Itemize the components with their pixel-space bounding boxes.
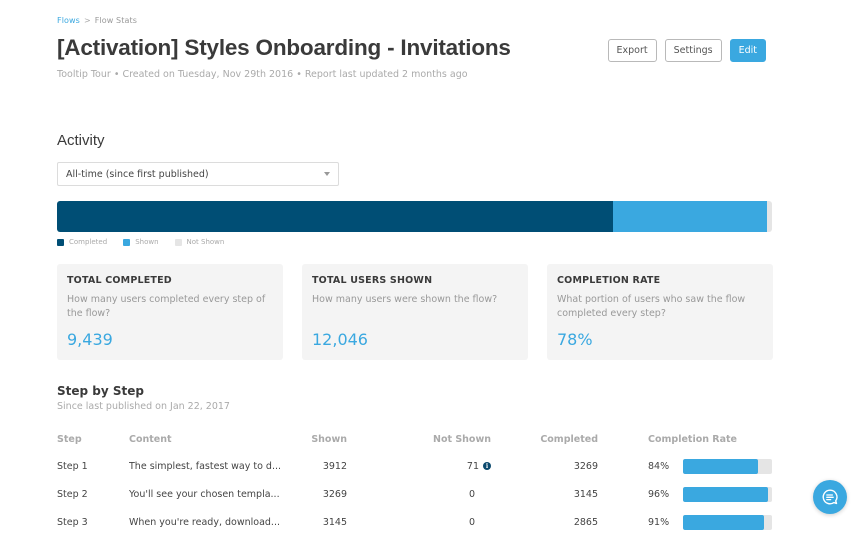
info-icon[interactable]: i xyxy=(483,462,491,470)
column-header-not-shown: Not Shown xyxy=(433,433,491,445)
step-rate-bar xyxy=(674,486,772,502)
breadcrumb-flows-link[interactable]: Flows xyxy=(57,16,80,25)
legend-item-completed: Completed xyxy=(57,238,107,246)
legend-label: Completed xyxy=(69,238,108,246)
stat-value: 12,046 xyxy=(312,330,368,349)
step-shown: 3145 xyxy=(322,516,347,528)
stat-cards: TOTAL COMPLETED How many users completed… xyxy=(57,264,773,360)
step-by-step-title: Step by Step xyxy=(57,384,144,398)
stat-value: 9,439 xyxy=(67,330,113,349)
step-content: The simplest, fastest way to d... xyxy=(129,460,282,472)
step-not-shown: 0 xyxy=(468,516,475,528)
step-rate-bar xyxy=(674,458,772,474)
step-not-shown: 71 xyxy=(466,460,479,472)
activity-legend: Completed Shown Not Shown xyxy=(57,238,224,246)
step-name: Step 3 xyxy=(57,516,88,528)
page-title: [Activation] Styles Onboarding - Invitat… xyxy=(57,35,511,60)
stat-title: COMPLETION RATE xyxy=(557,275,661,286)
rate-bar-fill xyxy=(683,458,758,474)
step-by-step-subtitle: Since last published on Jan 22, 2017 xyxy=(57,401,230,412)
step-not-shown-cell: 0 xyxy=(347,489,491,500)
stat-card-total-completed: TOTAL COMPLETED How many users completed… xyxy=(57,264,283,360)
legend-swatch-not-shown xyxy=(174,238,182,246)
breadcrumb-current: Flow Stats xyxy=(94,16,137,25)
table-row: Step 2 You'll see your chosen templa... … xyxy=(57,480,772,508)
date-range-value: All-time (since first published) xyxy=(66,168,209,180)
step-completed: 3269 xyxy=(573,460,598,472)
step-completed: 2865 xyxy=(573,516,598,528)
stat-card-total-users-shown: TOTAL USERS SHOWN How many users were sh… xyxy=(302,264,528,360)
table-row: Step 3 When you're ready, download... 31… xyxy=(57,508,772,536)
step-content: When you're ready, download... xyxy=(129,516,280,528)
step-completed: 3145 xyxy=(573,488,598,500)
column-header-step: Step xyxy=(57,433,82,445)
step-rate: 96% xyxy=(648,488,670,500)
legend-swatch-shown xyxy=(123,238,131,246)
step-not-shown-cell: 71 i xyxy=(347,461,491,472)
breadcrumb-separator: > xyxy=(83,16,91,25)
step-content: You'll see your chosen templa... xyxy=(129,488,280,500)
stat-description: How many users were shown the flow? xyxy=(312,294,498,305)
column-header-content: Content xyxy=(129,433,172,445)
stat-card-completion-rate: COMPLETION RATE What portion of users wh… xyxy=(547,264,773,360)
rate-bar-track xyxy=(683,458,772,474)
step-not-shown-cell: 0 xyxy=(347,517,491,528)
column-header-shown: Shown xyxy=(311,433,347,445)
chat-bubble-icon xyxy=(822,489,838,505)
edit-button[interactable]: Edit xyxy=(729,39,766,62)
rate-bar-fill xyxy=(683,514,764,530)
activity-bar-shown xyxy=(613,201,767,232)
legend-item-not-shown: Not Shown xyxy=(174,238,225,246)
table-row: Step 1 The simplest, fastest way to d...… xyxy=(57,452,772,480)
rate-bar-track xyxy=(683,514,772,530)
legend-item-shown: Shown xyxy=(123,238,159,246)
step-name: Step 2 xyxy=(57,488,88,500)
step-name: Step 1 xyxy=(57,460,88,472)
stat-description: What portion of users who saw the flow c… xyxy=(557,294,746,319)
legend-swatch-completed xyxy=(57,238,64,246)
step-rate: 91% xyxy=(648,516,670,528)
column-header-completed: Completed xyxy=(540,433,598,445)
breadcrumb: Flows > Flow Stats xyxy=(57,16,137,25)
table-header: Step Content Shown Not Shown Completed C… xyxy=(57,426,772,452)
steps-table: Step Content Shown Not Shown Completed C… xyxy=(57,426,772,536)
header-actions: Export Settings Edit xyxy=(607,39,766,62)
activity-title: Activity xyxy=(57,132,105,149)
step-rate-bar xyxy=(674,514,772,530)
stat-title: TOTAL COMPLETED xyxy=(67,275,172,286)
activity-bar-completed xyxy=(57,201,613,232)
activity-bar xyxy=(57,201,772,232)
step-not-shown: 0 xyxy=(468,488,475,500)
step-shown: 3269 xyxy=(322,488,347,500)
stat-description: How many users completed every step of t… xyxy=(67,294,266,319)
date-range-select[interactable]: All-time (since first published) xyxy=(57,162,339,186)
legend-label: Not Shown xyxy=(186,238,225,246)
rate-bar-fill xyxy=(683,486,769,502)
chat-button[interactable] xyxy=(813,480,847,514)
stat-value: 78% xyxy=(557,330,593,349)
rate-bar-track xyxy=(683,486,772,502)
stat-title: TOTAL USERS SHOWN xyxy=(312,275,433,286)
export-button[interactable]: Export xyxy=(607,39,657,62)
column-header-completion-rate: Completion Rate xyxy=(648,433,738,445)
settings-button[interactable]: Settings xyxy=(664,39,722,62)
chevron-down-icon xyxy=(324,172,330,176)
page-subtitle: Tooltip Tour • Created on Tuesday, Nov 2… xyxy=(57,69,468,80)
legend-label: Shown xyxy=(135,238,159,246)
step-shown: 3912 xyxy=(322,460,347,472)
step-rate: 84% xyxy=(648,460,670,472)
